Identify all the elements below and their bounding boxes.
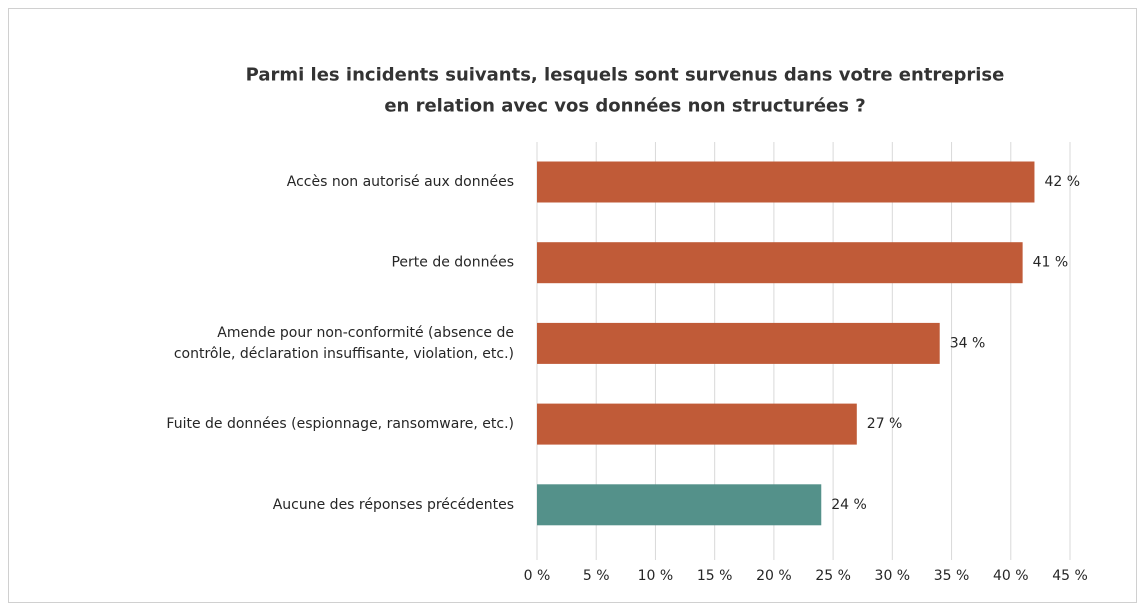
category-label: Fuite de données (espionnage, ransomware… [166,416,514,432]
x-tick-label: 45 % [1052,568,1088,584]
value-label: 24 % [831,497,867,513]
bar [537,161,1035,203]
bar [537,322,940,364]
category-label: Aucune des réponses précédentes [273,497,514,513]
x-tick-label: 30 % [875,568,911,584]
x-tick-label: 0 % [524,568,551,584]
category-label: Accès non autorisé aux données [287,174,514,190]
value-label: 27 % [867,416,903,432]
bar [537,403,857,445]
x-tick-label: 35 % [934,568,970,584]
bar [537,242,1023,284]
category-label: Perte de données [391,255,514,271]
x-tick-label: 20 % [756,568,792,584]
x-tick-label: 10 % [638,568,674,584]
x-tick-label: 5 % [583,568,610,584]
category-label: Amende pour non-conformité (absence de co… [174,325,514,362]
x-tick-label: 25 % [815,568,851,584]
value-label: 34 % [950,335,986,351]
x-tick-label: 40 % [993,568,1029,584]
bar [537,484,822,526]
value-label: 42 % [1044,174,1080,190]
chart-title: Parmi les incidents suivants, lesquels s… [246,65,1005,117]
value-label: 41 % [1033,255,1069,271]
x-tick-label: 15 % [697,568,733,584]
